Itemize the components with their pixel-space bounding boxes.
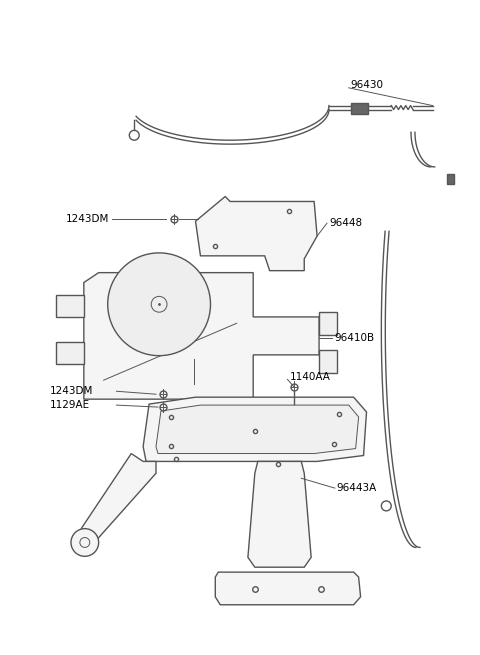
Text: 96443A: 96443A xyxy=(337,483,377,493)
Polygon shape xyxy=(56,295,84,317)
Polygon shape xyxy=(143,397,367,461)
Polygon shape xyxy=(156,405,359,453)
Circle shape xyxy=(108,253,211,356)
Text: 96448: 96448 xyxy=(329,218,362,228)
Bar xyxy=(446,174,455,183)
Circle shape xyxy=(71,529,99,556)
Polygon shape xyxy=(248,461,311,567)
Polygon shape xyxy=(319,350,337,373)
Bar xyxy=(351,103,369,115)
Text: 96430: 96430 xyxy=(351,80,384,90)
Polygon shape xyxy=(84,272,319,399)
Text: 1129AE: 1129AE xyxy=(50,400,90,410)
Text: 1140AA: 1140AA xyxy=(289,373,330,383)
Polygon shape xyxy=(56,342,84,364)
Text: 1243DM: 1243DM xyxy=(50,386,94,396)
Polygon shape xyxy=(77,453,156,546)
Text: 96410B: 96410B xyxy=(334,333,374,343)
Polygon shape xyxy=(216,572,360,605)
Text: 1243DM: 1243DM xyxy=(66,214,109,224)
Polygon shape xyxy=(195,196,317,271)
Polygon shape xyxy=(319,312,337,335)
